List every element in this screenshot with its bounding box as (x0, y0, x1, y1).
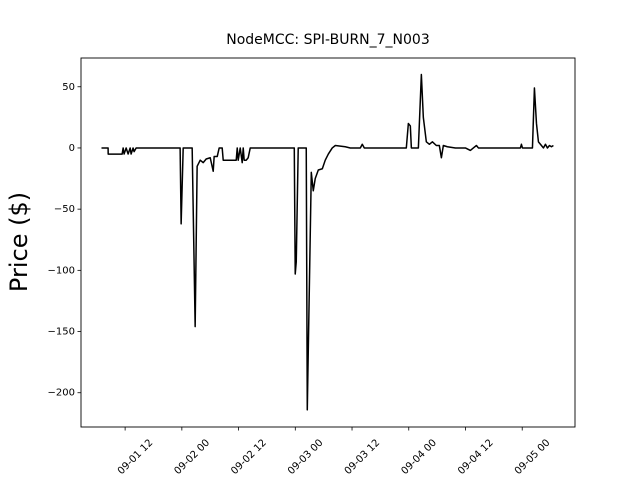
y-axis-label: Price ($) (5, 192, 33, 292)
y-tick-label: −200 (48, 388, 75, 399)
y-tick-label: 0 (69, 143, 75, 154)
y-tick-label: −50 (54, 204, 75, 215)
y-tick-label: 50 (62, 82, 75, 93)
y-tick-label: −100 (48, 265, 75, 276)
axes-frame (80, 57, 576, 428)
chart-title: NodeMCC: SPI-BURN_7_N003 (226, 32, 430, 48)
line-series (101, 73, 554, 411)
y-tick-label: −150 (48, 327, 75, 338)
